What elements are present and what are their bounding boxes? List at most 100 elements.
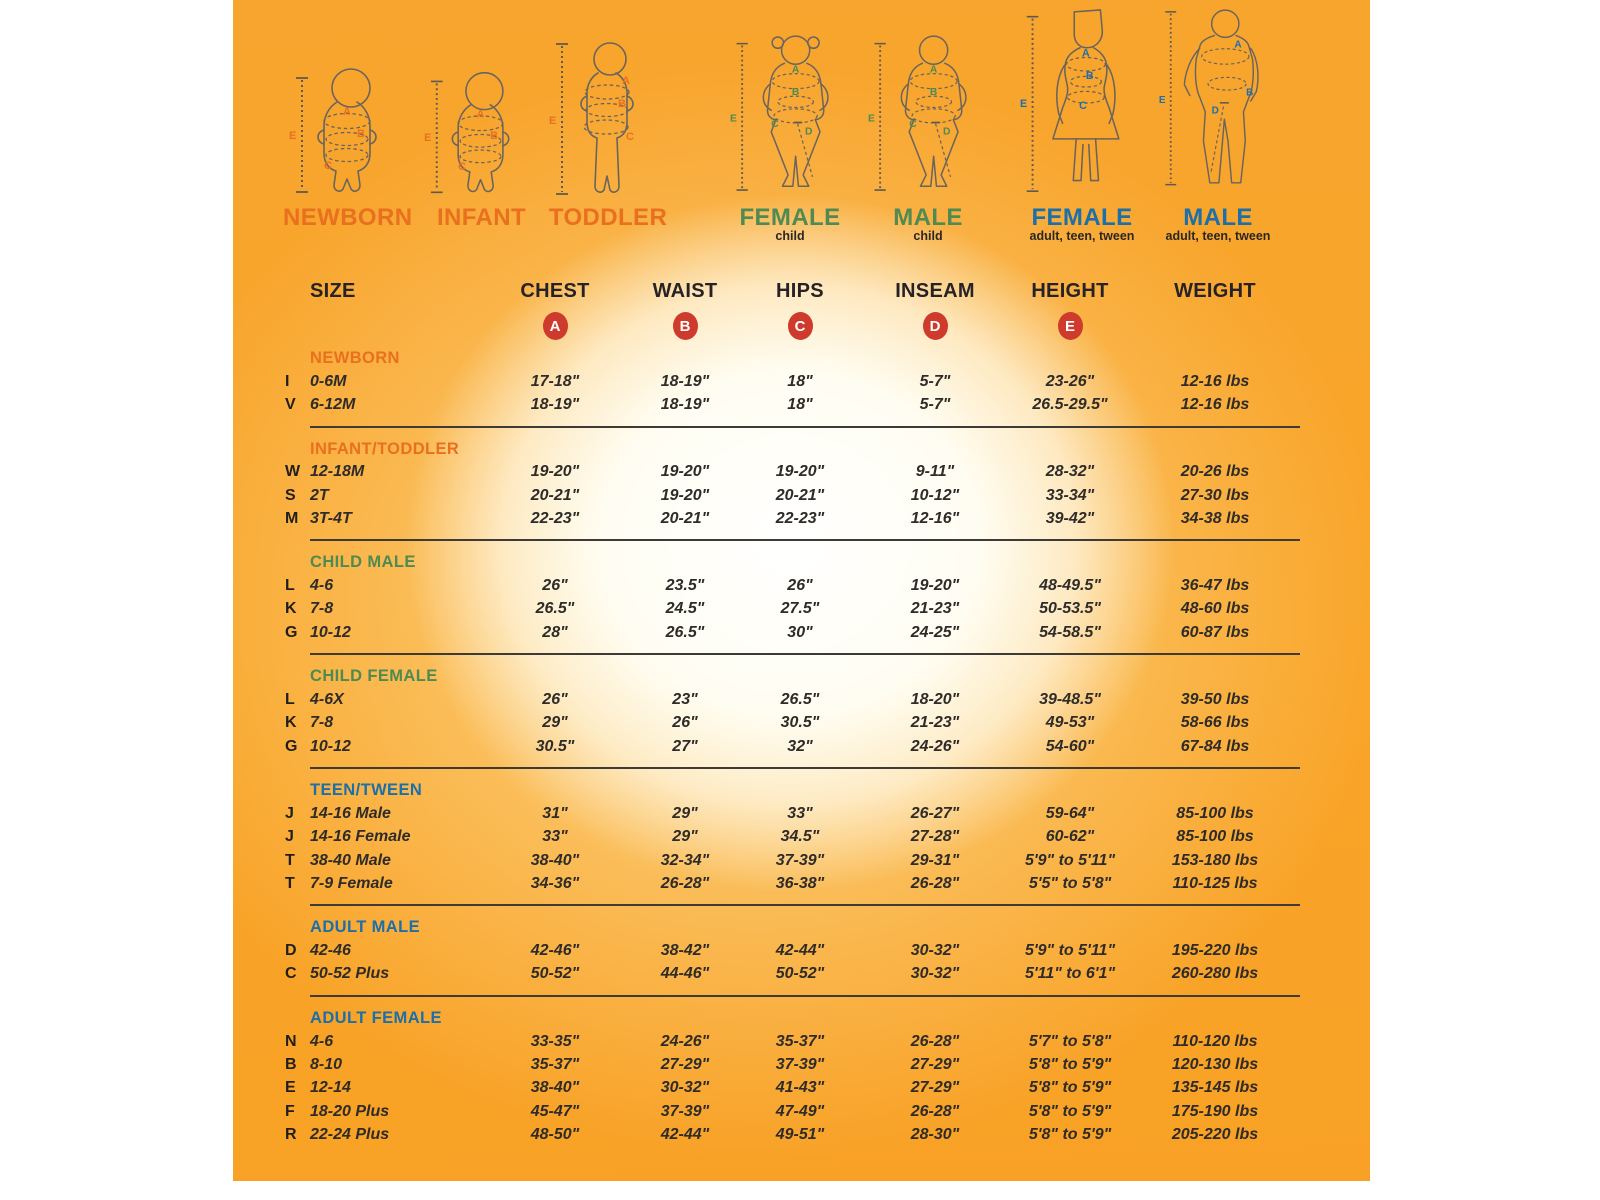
row-chest: 17-18" — [530, 372, 580, 390]
row-height: 39-42" — [1045, 509, 1095, 527]
table-row: G 10-12 28" 26.5" 30" 24-25" 54-58.5" 60-87 lbs — [280, 621, 1300, 644]
row-inseam: 10-12" — [910, 486, 960, 504]
row-code: S — [285, 486, 296, 504]
column-header-inseam: INSEAM — [895, 279, 975, 302]
table-row: R 22-24 Plus 48-50" 42-44" 49-51" 28-30" 5'8" … — [280, 1123, 1300, 1146]
row-code: T — [285, 874, 295, 892]
figure-label-newborn: NEWBORN — [283, 204, 413, 231]
row-inseam: 27-29" — [910, 1055, 960, 1073]
row-hips: 19-20" — [775, 463, 825, 481]
row-weight: 175-190 lbs — [1171, 1102, 1259, 1120]
row-code: V — [285, 395, 296, 413]
table-row: J 14-16 Female 33" 29" 34.5" 27-28" 60-62" 85-1… — [280, 826, 1300, 849]
row-height: 5'8" to 5'9" — [1028, 1102, 1112, 1120]
table-row: T 38-40 Male 38-40" 32-34" 37-39" 29-31" 5'9" … — [280, 849, 1300, 872]
figure-label-male-child: MALE — [893, 204, 963, 231]
row-waist: 23" — [672, 691, 698, 709]
row-chest: 26" — [542, 577, 568, 595]
height-measure-label: E — [730, 114, 737, 125]
table-section: ADULT MALE D 42-46 42-46" 38-42" 42-44" 30-32"… — [280, 915, 1300, 998]
row-weight: 110-120 lbs — [1172, 1032, 1258, 1050]
row-inseam: 27-28" — [910, 828, 960, 846]
row-inseam: 5-7" — [919, 372, 951, 390]
table-row: K 7-8 26.5" 24.5" 27.5" 21-23" 50-53.5" 48-60 l… — [280, 598, 1300, 621]
figure-toddler: E A B C TODDLER — [548, 36, 668, 230]
row-height: 60-62" — [1045, 828, 1095, 846]
row-height: 48-49.5" — [1039, 577, 1101, 595]
badge-a: A — [542, 312, 568, 340]
table-row: S 2T 20-21" 19-20" 20-21" 10-12" 33-34" 27-30 l… — [280, 484, 1300, 507]
row-size: 50-52 Plus — [310, 965, 390, 983]
row-size: 7-8 — [310, 714, 334, 732]
row-inseam: 5-7" — [919, 395, 951, 413]
hips-marker: C — [458, 161, 466, 173]
row-size: 10-12 — [310, 623, 351, 641]
figure-label-toddler: TODDLER — [548, 204, 668, 231]
table-row: M 3T-4T 22-23" 20-21" 22-23" 12-16" 39-42" 34-3… — [280, 507, 1300, 530]
height-measure-label: E — [1020, 98, 1027, 110]
row-size: 12-14 — [310, 1079, 351, 1097]
row-waist: 19-20" — [660, 463, 710, 481]
table-row: B 8-10 35-37" 27-29" 37-39" 27-29" 5'8" to 5'9… — [280, 1053, 1300, 1076]
table-header-row: SIZE CHEST WAIST HIPS INSEAM HEIGHT WEIG… — [280, 278, 1300, 304]
badge-e: E — [1057, 312, 1083, 340]
row-waist: 26.5" — [665, 623, 705, 641]
row-waist: 32-34" — [660, 851, 710, 869]
row-size: 22-24 Plus — [310, 1125, 390, 1143]
row-weight: 110-125 lbs — [1172, 874, 1258, 892]
row-height: 54-60" — [1045, 737, 1095, 755]
row-code: L — [285, 691, 295, 709]
newborn-figure-drawing: E A B C — [289, 68, 377, 193]
row-code: R — [285, 1125, 297, 1143]
table-row: E 12-14 38-40" 30-32" 41-43" 27-29" 5'8" to 5'… — [280, 1077, 1300, 1100]
row-chest: 19-20" — [530, 463, 580, 481]
female-child-figure-drawing: E A B C D — [730, 35, 829, 191]
chest-marker: A — [1234, 39, 1241, 50]
figure-sublabel-male-child: child — [913, 229, 943, 243]
row-code: B — [285, 1055, 297, 1073]
table-row: T 7-9 Female 34-36" 26-28" 36-38" 26-28" 5'5" … — [280, 872, 1300, 895]
row-weight: 85-100 lbs — [1176, 804, 1254, 822]
table-row: L 4-6X 26" 23" 26.5" 18-20" 39-48.5" 39-50 lbs — [280, 688, 1300, 711]
row-weight: 34-38 lbs — [1180, 509, 1250, 527]
table-row: V 6-12M 18-19" 18-19" 18" 5-7" 26.5-29.5" 12-16… — [280, 393, 1300, 416]
row-inseam: 30-32" — [910, 965, 960, 983]
row-chest: 31" — [542, 804, 568, 822]
column-header-weight: WEIGHT — [1174, 279, 1256, 302]
row-size: 4-6 — [310, 1032, 334, 1050]
waist-marker: B — [357, 128, 365, 140]
row-size: 4-6X — [310, 691, 344, 709]
table-row: D 42-46 42-46" 38-42" 42-44" 30-32" 5'9" to 5'… — [280, 939, 1300, 962]
row-inseam: 21-23" — [910, 714, 960, 732]
row-waist: 29" — [672, 804, 698, 822]
row-waist: 20-21" — [660, 509, 710, 527]
figure-label-infant: INFANT — [436, 204, 527, 231]
row-weight: 20-26 lbs — [1180, 463, 1250, 481]
row-hips: 32" — [787, 737, 813, 755]
row-size: 8-10 — [310, 1055, 343, 1073]
size-chart-panel: E A B C NEWBORN — [233, 0, 1370, 1181]
row-size: 3T-4T — [310, 509, 352, 527]
row-height: 5'8" to 5'9" — [1028, 1125, 1112, 1143]
row-inseam: 26-28" — [910, 874, 960, 892]
row-height: 5'9" to 5'11" — [1024, 942, 1116, 960]
row-waist: 29" — [672, 828, 698, 846]
row-chest: 33-35" — [530, 1032, 580, 1050]
section-title: ADULT MALE — [310, 918, 421, 937]
column-header-height: HEIGHT — [1031, 279, 1109, 302]
row-hips: 37-39" — [775, 1055, 825, 1073]
row-waist: 27" — [672, 737, 698, 755]
row-waist: 44-46" — [660, 965, 710, 983]
row-hips: 37-39" — [775, 851, 825, 869]
row-weight: 48-60 lbs — [1180, 600, 1250, 618]
badge-d: D — [922, 312, 948, 340]
row-size: 14-16 Female — [310, 828, 411, 846]
section-title: NEWBORN — [310, 349, 400, 367]
row-hips: 33" — [787, 804, 813, 822]
female-adult-figure-drawing: E A B C — [1020, 9, 1120, 193]
row-waist: 42-44" — [660, 1125, 710, 1143]
inseam-marker: D — [805, 127, 813, 138]
row-size: 42-46 — [310, 942, 351, 960]
column-header-chest: CHEST — [520, 279, 590, 302]
row-weight: 58-66 lbs — [1180, 714, 1250, 732]
